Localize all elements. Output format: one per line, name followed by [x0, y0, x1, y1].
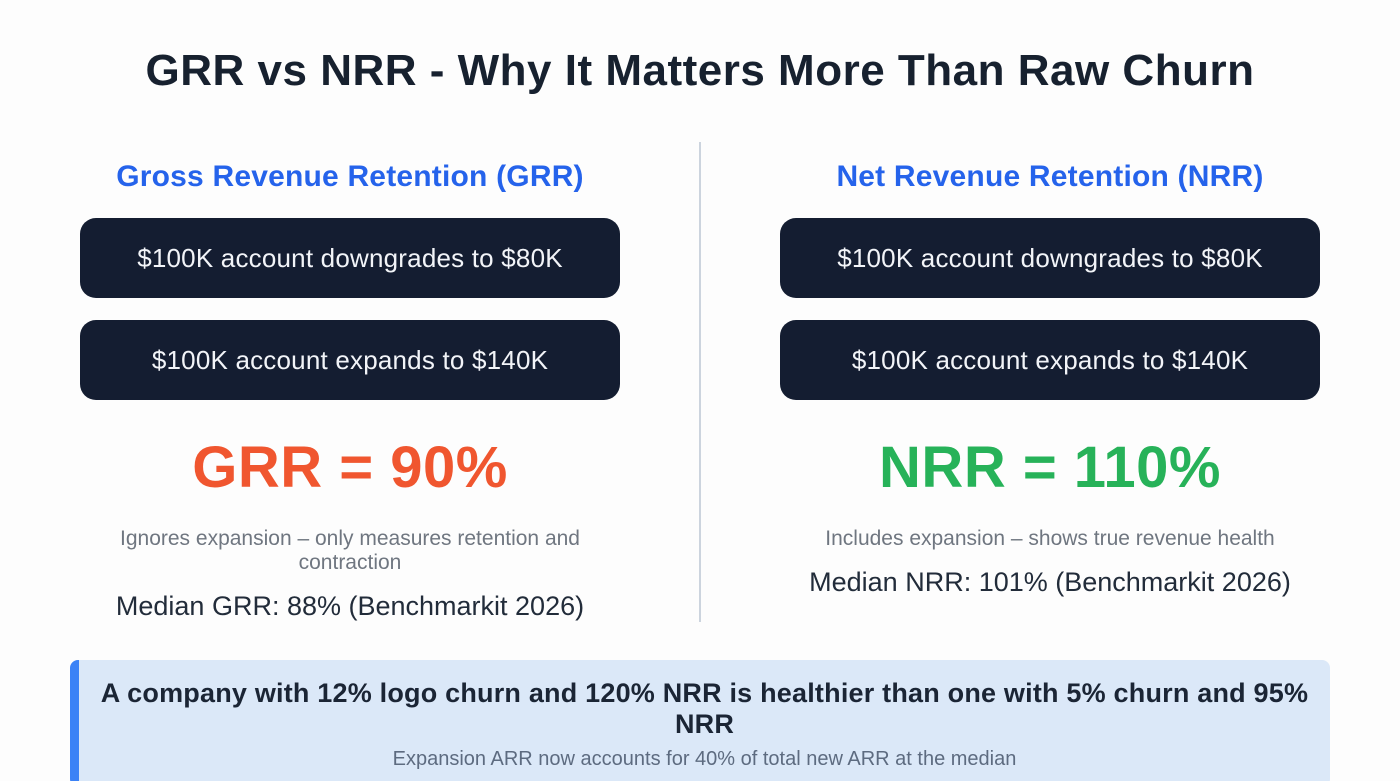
grr-metric-value: GRR = 90% — [192, 435, 508, 501]
nrr-heading: Net Revenue Retention (NRR) — [836, 160, 1264, 194]
grr-description: Ignores expansion – only measures retent… — [120, 527, 580, 575]
grr-pill-expand: $100K account expands to $140K — [80, 320, 620, 401]
nrr-benchmark: Median NRR: 101% (Benchmarkit 2026) — [809, 567, 1291, 598]
nrr-column: Net Revenue Retention (NRR) $100K accoun… — [780, 132, 1320, 622]
takeaway-callout: A company with 12% logo churn and 120% N… — [70, 660, 1330, 781]
nrr-pill-expand: $100K account expands to $140K — [780, 320, 1320, 401]
page-title: GRR vs NRR - Why It Matters More Than Ra… — [145, 46, 1255, 95]
grr-column: Gross Revenue Retention (GRR) $100K acco… — [80, 132, 620, 622]
grr-heading: Gross Revenue Retention (GRR) — [116, 160, 584, 194]
callout-subtext: Expansion ARR now accounts for 40% of to… — [392, 748, 1017, 771]
nrr-metric-value: NRR = 110% — [879, 435, 1221, 501]
nrr-pill-downgrade: $100K account downgrades to $80K — [780, 218, 1320, 299]
grr-pill-downgrade: $100K account downgrades to $80K — [80, 218, 620, 299]
grr-benchmark: Median GRR: 88% (Benchmarkit 2026) — [115, 591, 585, 622]
comparison-columns: Gross Revenue Retention (GRR) $100K acco… — [0, 132, 1400, 623]
callout-headline: A company with 12% logo churn and 120% N… — [100, 678, 1309, 740]
nrr-description: Includes expansion – shows true revenue … — [825, 527, 1275, 551]
column-divider — [699, 142, 701, 623]
